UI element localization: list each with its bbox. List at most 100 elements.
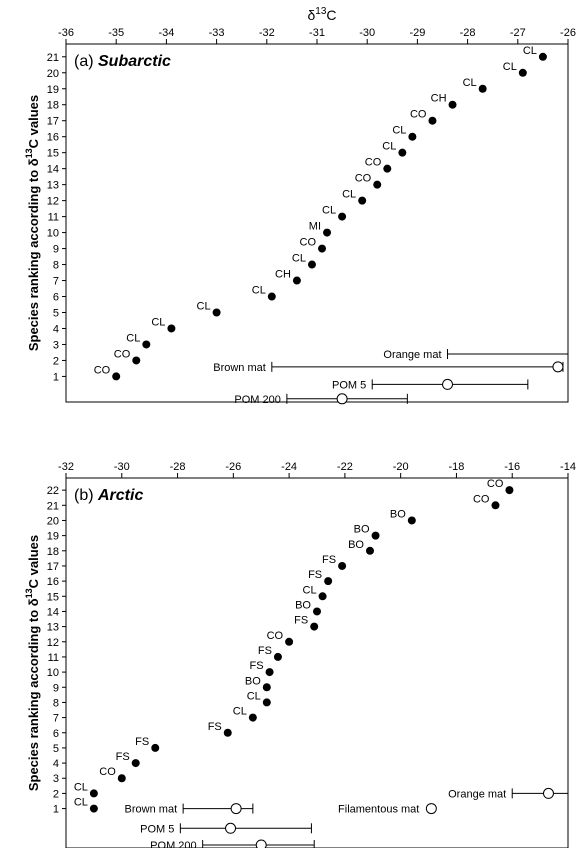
a-panel-title: (a) Subarctic xyxy=(74,53,171,70)
label-sup: 13 xyxy=(24,588,34,598)
b-y-tick-label: 10 xyxy=(47,667,59,679)
b-point xyxy=(285,637,294,646)
a-x-tick-label: -27 xyxy=(510,27,526,39)
a-source-mean xyxy=(442,378,454,390)
b-point-label: CL xyxy=(233,706,247,718)
b-point xyxy=(313,607,321,616)
b-y-axis-label: Species ranking according to δ13C values xyxy=(24,535,41,791)
label-part: Species ranking according to δ xyxy=(26,598,41,791)
a-source-label: Orange mat xyxy=(383,349,441,361)
b-point xyxy=(151,743,160,752)
label-part: C values xyxy=(26,95,41,148)
a-point-label: CL xyxy=(292,253,306,265)
a-y-tick-label: 1 xyxy=(53,371,59,383)
b-y-tick-label: 17 xyxy=(47,561,59,573)
a-y-tick-label: 2 xyxy=(53,355,59,367)
b-point xyxy=(505,486,514,495)
a-point xyxy=(338,212,347,221)
a-y-tick-label: 9 xyxy=(53,244,59,256)
b-point-label: BO xyxy=(348,539,364,551)
a-x-tick-label: -32 xyxy=(259,27,275,39)
b-y-tick-label: 12 xyxy=(47,637,59,649)
b-x-tick-label: -18 xyxy=(448,461,464,473)
a-y-tick-label: 20 xyxy=(47,68,59,80)
b-point-label: CO xyxy=(99,766,116,778)
a-point xyxy=(167,324,176,333)
b-y-tick-label: 20 xyxy=(47,515,59,527)
b-point xyxy=(89,804,98,813)
b-point xyxy=(338,561,347,570)
b-point xyxy=(262,698,271,707)
b-point xyxy=(310,622,319,631)
b-point xyxy=(324,577,333,586)
b-y-tick-label: 3 xyxy=(53,773,59,785)
a-point-label: MI xyxy=(309,221,321,233)
a-source-mean xyxy=(552,361,564,373)
b-source-label: Filamentous mat xyxy=(338,804,419,816)
a-point-label: CO xyxy=(365,157,382,169)
b-point-label: CO xyxy=(487,478,504,490)
label-part: C values xyxy=(26,535,41,588)
b-point xyxy=(491,501,500,510)
a-point xyxy=(428,116,437,125)
a-source-label: POM 5 xyxy=(332,379,366,391)
a-y-tick-label: 14 xyxy=(47,164,59,176)
top-axis-label: δ13C xyxy=(307,6,336,23)
b-point xyxy=(265,668,274,677)
a-panel-label: (a) xyxy=(74,53,98,70)
a-point xyxy=(448,100,457,109)
a-panel-name: Subarctic xyxy=(98,53,171,70)
b-point xyxy=(131,759,140,768)
a-point xyxy=(112,372,121,381)
a-y-tick-label: 16 xyxy=(47,132,59,144)
b-point-label: FS xyxy=(294,615,308,627)
b-point-label: FS xyxy=(250,660,264,672)
a-y-tick-label: 13 xyxy=(47,180,59,192)
a-point xyxy=(358,196,367,205)
b-x-tick-label: -22 xyxy=(337,461,353,473)
b-x-tick-label: -32 xyxy=(58,461,74,473)
a-point-label: CL xyxy=(382,141,396,153)
a-point xyxy=(307,260,316,269)
top-axis-label-rest: C xyxy=(326,7,336,23)
a-x-tick-label: -29 xyxy=(409,27,425,39)
top-axis-label-base: δ xyxy=(307,7,315,23)
a-source-label: POM 200 xyxy=(234,394,280,406)
b-y-tick-label: 21 xyxy=(47,500,59,512)
b-point xyxy=(365,546,374,555)
a-point xyxy=(267,292,276,301)
b-panel-name: Arctic xyxy=(97,487,143,504)
b-point-label: FS xyxy=(135,736,149,748)
a-point-label: CL xyxy=(126,332,140,344)
a-y-tick-label: 6 xyxy=(53,292,59,304)
a-x-tick-label: -30 xyxy=(359,27,375,39)
b-source-label: POM 5 xyxy=(140,823,174,835)
a-y-tick-label: 12 xyxy=(47,196,59,208)
b-y-tick-label: 22 xyxy=(47,485,59,497)
a-y-tick-label: 5 xyxy=(53,308,59,320)
panel-b: -32 -30 -28 -26 -24 -22 -20 -18 -16 -141234567891… xyxy=(24,461,576,852)
b-point-label: BO xyxy=(245,675,261,687)
a-point-label: CO xyxy=(410,109,427,121)
b-point-label: FS xyxy=(322,554,336,566)
b-y-tick-label: 15 xyxy=(47,591,59,603)
b-point-label: CO xyxy=(473,493,490,505)
a-point xyxy=(373,180,382,189)
b-point-label: CO xyxy=(267,630,284,642)
a-y-tick-label: 18 xyxy=(47,100,59,112)
a-y-tick-label: 8 xyxy=(53,260,59,272)
b-point xyxy=(262,683,271,692)
a-point-label: CL xyxy=(252,285,266,297)
label-part: Species ranking according to δ xyxy=(26,158,41,351)
a-point-label: CH xyxy=(431,93,447,105)
a-point-label: CL xyxy=(342,189,356,201)
b-x-tick-label: -14 xyxy=(560,461,576,473)
a-point-label: CL xyxy=(322,205,336,217)
b-panel-label: (b) xyxy=(74,487,98,504)
b-source-mean xyxy=(542,787,554,799)
a-point xyxy=(142,340,151,349)
b-x-tick-label: -28 xyxy=(170,461,186,473)
a-y-tick-label: 11 xyxy=(48,212,59,224)
a-point-label: CL xyxy=(197,301,211,313)
b-y-tick-label: 4 xyxy=(53,758,59,770)
